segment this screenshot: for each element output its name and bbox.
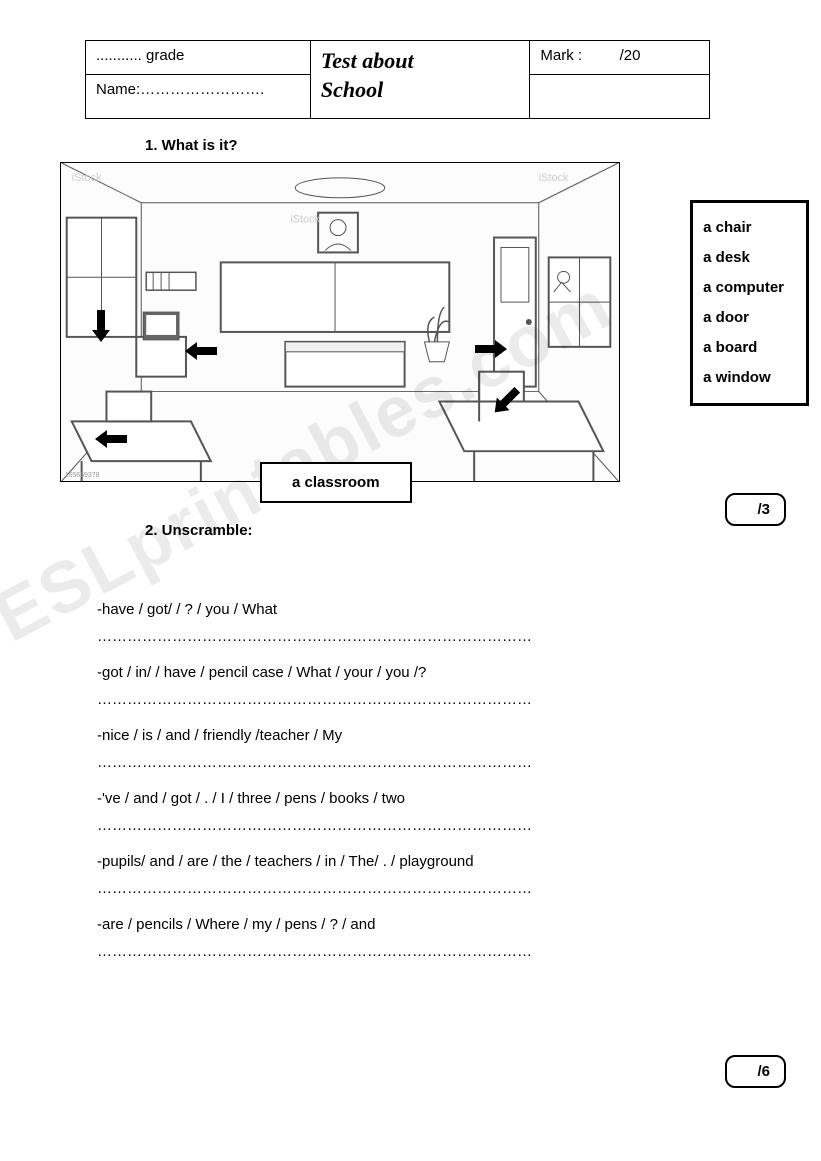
word-item: a desk [703,243,784,273]
title-line2: School [321,77,383,102]
mark-label: Mark : [540,47,582,64]
unscramble-item: -nice / is / and / friendly /teacher / M… [97,725,687,748]
q1-score-box[interactable]: /3 [725,493,786,526]
image-container: iStock iStock iStock 165669378 a classro… [75,162,746,482]
svg-text:iStock: iStock [290,214,320,226]
answer-line[interactable]: …………………………………………………………………………… [97,941,687,964]
mark-value-cell[interactable] [530,75,710,119]
arrow-door-icon [475,340,507,358]
word-item: a door [703,303,784,333]
classroom-image: iStock iStock iStock 165669378 [60,162,620,482]
svg-text:iStock: iStock [72,172,102,184]
word-item: a chair [703,213,784,243]
unscramble-item: -got / in/ / have / pencil case / What /… [97,662,687,685]
unscramble-item: -have / got/ / ? / you / What [97,599,687,622]
answer-line[interactable]: …………………………………………………………………………… [97,752,687,775]
unscramble-item: -'ve / and / got / . / I / three / pens … [97,788,687,811]
svg-text:165669378: 165669378 [65,472,100,479]
classroom-svg: iStock iStock iStock 165669378 [61,163,619,481]
caption-box: a classroom [260,462,412,503]
q2-heading: 2. Unscramble: [145,522,746,539]
arrow-desk-left-icon [95,430,127,448]
unscramble-item: -are / pencils / Where / my / pens / ? /… [97,914,687,937]
title-cell: Test about School [310,41,530,119]
mark-total: /20 [620,47,641,64]
answer-line[interactable]: …………………………………………………………………………… [97,815,687,838]
word-bank: a chair a desk a computer a door a board… [690,200,809,406]
mark-label-cell: Mark : /20 [530,41,710,75]
title-line1: Test about [321,48,414,73]
svg-text:iStock: iStock [539,172,569,184]
q2-score-box[interactable]: /6 [725,1055,786,1088]
grade-cell[interactable]: ........... grade [86,41,311,75]
unscramble-item: -pupils/ and / are / the / teachers / in… [97,851,687,874]
answer-line[interactable]: …………………………………………………………………………… [97,626,687,649]
q1-heading: 1. What is it? [145,137,746,154]
arrow-window-icon [92,310,110,342]
arrow-computer-icon [185,342,217,360]
word-item: a window [703,363,784,393]
word-item: a board [703,333,784,363]
unscramble-block: -have / got/ / ? / you / What …………………………… [97,599,687,963]
answer-line[interactable]: …………………………………………………………………………… [97,689,687,712]
name-cell[interactable]: Name:……………………. [86,75,311,119]
answer-line[interactable]: …………………………………………………………………………… [97,878,687,901]
word-item: a computer [703,273,784,303]
header-table: ........... grade Test about School Mark… [85,40,710,119]
